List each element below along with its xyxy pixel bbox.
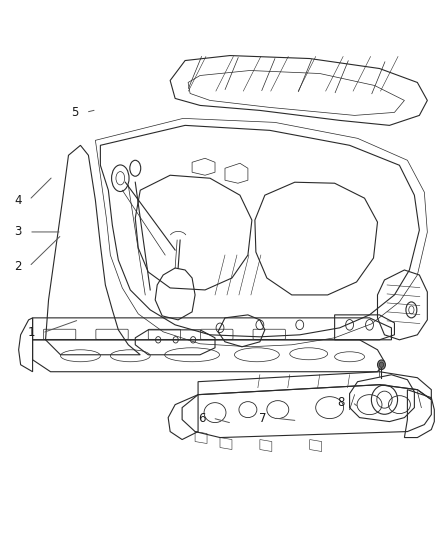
Text: 5: 5 [71,106,78,119]
Text: 6: 6 [198,411,205,424]
Text: 2: 2 [14,260,22,273]
Ellipse shape [379,362,384,367]
Text: 3: 3 [14,225,22,238]
Ellipse shape [378,360,385,369]
Text: 1: 1 [28,326,35,340]
Text: 4: 4 [14,193,22,207]
Text: 7: 7 [259,411,266,424]
Text: 8: 8 [338,395,345,409]
